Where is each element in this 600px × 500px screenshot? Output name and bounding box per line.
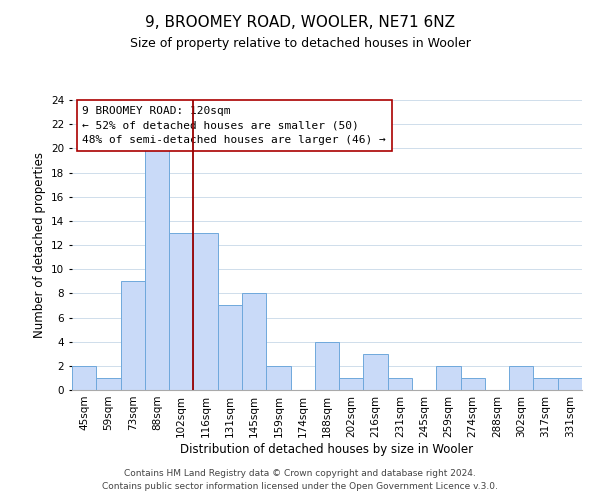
Bar	[533, 378, 558, 390]
Bar	[558, 378, 582, 390]
Bar	[72, 366, 96, 390]
Bar	[121, 281, 145, 390]
Bar	[388, 378, 412, 390]
Bar	[193, 233, 218, 390]
Bar	[266, 366, 290, 390]
Text: Contains HM Land Registry data © Crown copyright and database right 2024.: Contains HM Land Registry data © Crown c…	[124, 468, 476, 477]
Bar	[436, 366, 461, 390]
Bar	[461, 378, 485, 390]
Bar	[145, 148, 169, 390]
Text: 9, BROOMEY ROAD, WOOLER, NE71 6NZ: 9, BROOMEY ROAD, WOOLER, NE71 6NZ	[145, 15, 455, 30]
Bar	[169, 233, 193, 390]
Text: 9 BROOMEY ROAD: 120sqm
← 52% of detached houses are smaller (50)
48% of semi-det: 9 BROOMEY ROAD: 120sqm ← 52% of detached…	[82, 106, 386, 146]
Y-axis label: Number of detached properties: Number of detached properties	[32, 152, 46, 338]
Bar	[242, 294, 266, 390]
Text: Size of property relative to detached houses in Wooler: Size of property relative to detached ho…	[130, 38, 470, 51]
Text: Contains public sector information licensed under the Open Government Licence v.: Contains public sector information licen…	[102, 482, 498, 491]
Bar	[364, 354, 388, 390]
X-axis label: Distribution of detached houses by size in Wooler: Distribution of detached houses by size …	[181, 442, 473, 456]
Bar	[339, 378, 364, 390]
Bar	[218, 306, 242, 390]
Bar	[509, 366, 533, 390]
Bar	[315, 342, 339, 390]
Bar	[96, 378, 121, 390]
